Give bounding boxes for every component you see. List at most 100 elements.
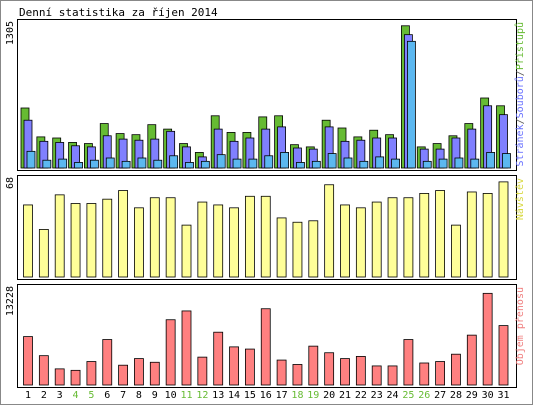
bar-hits-str-nek-day-2	[42, 159, 52, 169]
x-tick-label-day-15: 15	[244, 390, 256, 401]
legend-part-hits-0: Stránek	[514, 124, 526, 166]
x-tick-label-day-28: 28	[450, 390, 462, 401]
x-tick-label-day-12: 12	[196, 390, 208, 401]
x-tick-label-day-2: 2	[41, 390, 47, 401]
y-max-label-hits: 1305	[5, 21, 16, 45]
bar-hits-str-nek-day-21	[343, 157, 353, 169]
x-tick-label-day-29: 29	[466, 390, 478, 401]
bar-visits-n-v-t-v-day-15	[244, 195, 255, 278]
bar-traffic-objem-p-enosu-day-2	[38, 355, 49, 386]
bar-traffic-objem-p-enosu-day-24	[387, 365, 398, 386]
bar-visits-n-v-t-v-day-8	[134, 207, 144, 278]
bar-traffic-objem-p-enosu-day-6	[102, 339, 113, 386]
bar-hits-str-nek-day-30	[486, 152, 496, 169]
bar-hits-str-nek-day-31	[502, 153, 511, 169]
bar-hits-str-nek-day-22	[359, 160, 369, 169]
x-tick-label-day-22: 22	[355, 390, 367, 401]
bar-hits-str-nek-day-8	[137, 157, 147, 169]
bar-hits-str-nek-day-17	[280, 152, 290, 169]
bar-traffic-objem-p-enosu-day-9	[149, 361, 160, 386]
bar-visits-n-v-t-v-day-10	[165, 197, 176, 278]
series-legend-visits: Návštěv	[514, 178, 526, 220]
x-tick-label-day-23: 23	[371, 390, 383, 401]
bar-hits-str-nek-day-1	[26, 150, 36, 169]
x-tick-label-day-7: 7	[120, 390, 126, 401]
x-tick-label-day-25: 25	[402, 390, 414, 401]
bar-traffic-objem-p-enosu-day-31	[498, 325, 509, 386]
bar-hits-str-nek-day-10	[169, 155, 179, 169]
x-tick-label-day-14: 14	[228, 390, 240, 401]
bar-traffic-objem-p-enosu-day-17	[276, 359, 287, 386]
bar-hits-str-nek-day-12	[200, 160, 210, 169]
bar-visits-n-v-t-v-day-11	[181, 224, 192, 278]
x-tick-label-day-27: 27	[434, 390, 446, 401]
bar-visits-n-v-t-v-day-16	[260, 195, 271, 278]
bar-hits-str-nek-day-19	[311, 160, 321, 169]
bar-traffic-objem-p-enosu-day-23	[371, 365, 382, 386]
bar-visits-n-v-t-v-day-31	[498, 181, 509, 278]
bar-visits-n-v-t-v-day-30	[482, 193, 493, 278]
y-max-label-visits: 68	[5, 177, 16, 189]
bar-hits-str-nek-day-11	[185, 162, 194, 169]
x-tick-label-day-30: 30	[482, 390, 494, 401]
x-tick-label-day-26: 26	[418, 390, 430, 401]
x-tick-label-day-21: 21	[339, 390, 351, 401]
bar-traffic-objem-p-enosu-day-3	[54, 368, 65, 386]
bar-visits-n-v-t-v-day-18	[292, 221, 303, 278]
bar-hits-str-nek-day-23	[375, 156, 385, 169]
bar-traffic-objem-p-enosu-day-19	[308, 345, 319, 386]
bar-hits-str-nek-day-4	[74, 162, 83, 169]
x-tick-label-day-16: 16	[260, 390, 272, 401]
x-tick-label-day-19: 19	[307, 390, 319, 401]
bar-visits-n-v-t-v-day-7	[118, 190, 128, 278]
bar-hits-str-nek-day-27	[438, 158, 448, 169]
bar-hits-str-nek-day-9	[153, 159, 163, 169]
bar-traffic-objem-p-enosu-day-8	[134, 358, 144, 386]
x-tick-label-day-10: 10	[165, 390, 177, 401]
bar-visits-n-v-t-v-day-22	[355, 207, 366, 278]
legend-part-traffic-0: Objem přenosu	[514, 287, 526, 365]
bar-visits-n-v-t-v-day-17	[276, 217, 287, 278]
bar-hits-str-nek-day-28	[454, 157, 464, 169]
bar-traffic-objem-p-enosu-day-26	[419, 362, 430, 386]
bar-hits-str-nek-day-26	[422, 160, 432, 169]
bar-hits-str-nek-day-25	[406, 40, 416, 169]
bar-traffic-objem-p-enosu-day-28	[451, 353, 461, 386]
x-tick-label-day-20: 20	[323, 390, 335, 401]
bar-visits-n-v-t-v-day-9	[149, 197, 160, 278]
bar-visits-n-v-t-v-day-24	[387, 197, 398, 278]
bar-visits-n-v-t-v-day-29	[466, 191, 477, 278]
bar-hits-str-nek-day-24	[391, 158, 400, 169]
panel-traffic: 13228 Objem přenosu	[5, 284, 526, 388]
bar-visits-n-v-t-v-day-5	[86, 203, 97, 278]
bar-traffic-objem-p-enosu-day-14	[229, 346, 239, 386]
x-tick-label-day-13: 13	[212, 390, 224, 401]
legend-part-hits-2: Souborů	[514, 76, 526, 118]
bar-visits-n-v-t-v-day-27	[435, 190, 446, 278]
bar-traffic-objem-p-enosu-day-22	[355, 355, 366, 386]
bar-traffic-objem-p-enosu-day-25	[403, 339, 414, 386]
bar-traffic-objem-p-enosu-day-10	[165, 319, 176, 386]
legend-part-hits-3: /	[515, 70, 526, 76]
bar-traffic-objem-p-enosu-day-27	[435, 361, 446, 386]
x-tick-label-day-24: 24	[387, 390, 399, 401]
bar-visits-n-v-t-v-day-23	[371, 201, 382, 278]
y-max-label-traffic: 13228	[5, 286, 16, 316]
x-axis-day-labels: 1 2 3 4 5 6 7 8 9 10 11 12 13 14 15 16 17 18 19 20 21 22 23 24 2…	[25, 390, 510, 401]
bar-visits-n-v-t-v-day-6	[102, 198, 113, 278]
x-tick-label-day-18: 18	[291, 390, 303, 401]
panel-visits: 68 Návštěv	[5, 175, 526, 280]
x-tick-label-day-3: 3	[57, 390, 63, 401]
x-tick-label-day-5: 5	[88, 390, 94, 401]
bar-hits-str-nek-day-13	[216, 154, 226, 169]
bar-traffic-objem-p-enosu-day-16	[260, 308, 271, 386]
bar-visits-n-v-t-v-day-12	[197, 201, 208, 278]
x-tick-label-day-9: 9	[152, 390, 158, 401]
bar-hits-str-nek-day-20	[327, 153, 337, 169]
x-tick-label-day-4: 4	[73, 390, 79, 401]
bar-traffic-objem-p-enosu-day-13	[213, 331, 224, 386]
bar-hits-str-nek-day-29	[470, 158, 480, 169]
